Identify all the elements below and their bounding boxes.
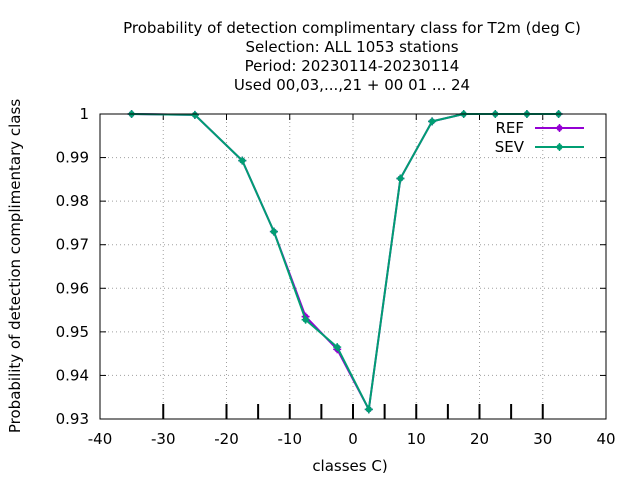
class-marks [162, 404, 544, 419]
grid-lines [100, 114, 606, 419]
x-tick-label: -20 [214, 430, 239, 448]
legend-label-sev: SEV [495, 138, 525, 156]
data-point-sev [269, 227, 278, 236]
x-tick-label: -30 [151, 430, 176, 448]
data-point-sev [238, 156, 247, 165]
plot-frame [99, 113, 607, 420]
chart-title: Probability of detection complimentary c… [123, 19, 581, 94]
x-tick-label: 30 [533, 430, 552, 448]
x-tick-label: -10 [278, 430, 303, 448]
data-point-sev [428, 117, 437, 126]
x-tick-label: 20 [470, 430, 489, 448]
legend-marker-sev [555, 143, 564, 151]
title-line-2: Selection: ALL 1053 stations [245, 38, 458, 56]
title-line-1: Probability of detection complimentary c… [123, 19, 581, 37]
y-axis-label: Probability of detection complimentary c… [6, 99, 24, 433]
x-tick-label: -40 [88, 430, 113, 448]
y-tick-label: 0.96 [56, 279, 89, 297]
x-axis-label: classes C) [312, 457, 387, 475]
data-point-sev [190, 110, 199, 119]
x-tick-label: 10 [407, 430, 426, 448]
x-tick-labels: -40 -30 -20 -10 0 10 20 30 40 [88, 430, 616, 448]
legend-marker-ref [555, 124, 564, 132]
x-tick-label: 0 [348, 430, 358, 448]
y-tick-label: 0.94 [56, 366, 89, 384]
title-line-3: Period: 20230114-20230114 [245, 57, 460, 75]
x-tick-label: 40 [596, 430, 615, 448]
y-tick-label: 0.93 [56, 410, 89, 428]
legend-label-ref: REF [495, 119, 524, 137]
data-point-sev [396, 174, 405, 183]
title-line-4: Used 00,03,...,21 + 00 01 ... 24 [234, 76, 470, 94]
y-tick-labels: 0.93 0.94 0.95 0.96 0.97 0.98 0.99 1 [56, 105, 89, 428]
y-tick-label: 0.98 [56, 192, 89, 210]
data-point-sev [301, 315, 310, 324]
y-tick-label: 0.99 [56, 149, 89, 167]
y-tick-label: 0.95 [56, 323, 89, 341]
y-tick-label: 0.97 [56, 236, 89, 254]
series-line-ref [131, 113, 559, 411]
y-tick-label: 1 [79, 105, 89, 123]
data-point-sev [364, 405, 373, 414]
data-point-sev [333, 343, 342, 352]
